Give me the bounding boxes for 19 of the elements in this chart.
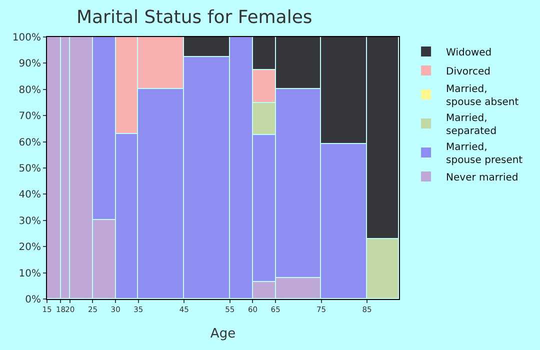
y-tick-label: 90% [18,58,41,70]
legend-label: Widowed [446,47,492,58]
chart-title: Marital Status for Females [76,7,312,28]
legend-label: Married, spouse absent [446,84,519,108]
x-axis-title: Age [210,326,236,342]
y-tick-label: 70% [18,111,41,122]
y-tick-label: 60% [18,137,41,148]
legend-label: Married, separated [446,112,497,137]
y-tick-label: 50% [18,164,41,174]
y-tick-label: 100% [12,32,41,44]
y-tick-label: 40% [18,190,41,201]
y-tick-label: 80% [18,84,41,96]
legend-label: Divorced [446,66,490,78]
legend-label: Married, spouse present [446,142,523,166]
y-tick-label: 20% [18,242,41,254]
y-tick-label: 0% [25,294,41,306]
legend-label: Never married [446,172,518,184]
y-tick-label: 10% [18,268,41,280]
y-tick-label: 30% [18,216,41,227]
